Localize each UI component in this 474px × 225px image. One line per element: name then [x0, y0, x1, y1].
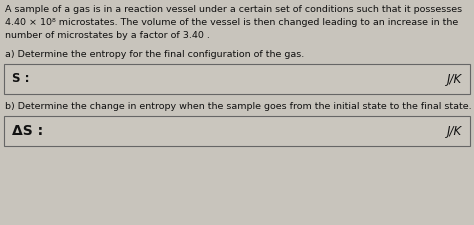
Text: S :: S : [12, 72, 29, 86]
Text: b) Determine the change in entropy when the sample goes from the initial state t: b) Determine the change in entropy when … [5, 102, 472, 111]
Text: a) Determine the entropy for the final configuration of the gas.: a) Determine the entropy for the final c… [5, 50, 304, 59]
Text: number of microstates by a factor of 3.40 .: number of microstates by a factor of 3.4… [5, 31, 210, 40]
Text: J/K: J/K [447, 72, 462, 86]
FancyBboxPatch shape [4, 116, 470, 146]
Text: ΔS :: ΔS : [12, 124, 43, 138]
FancyBboxPatch shape [4, 64, 470, 94]
Text: A sample of a gas is in a reaction vessel under a certain set of conditions such: A sample of a gas is in a reaction vesse… [5, 5, 462, 14]
Text: J/K: J/K [447, 124, 462, 137]
Text: 4.40 × 10⁸ microstates. The volume of the vessel is then changed leading to an i: 4.40 × 10⁸ microstates. The volume of th… [5, 18, 458, 27]
